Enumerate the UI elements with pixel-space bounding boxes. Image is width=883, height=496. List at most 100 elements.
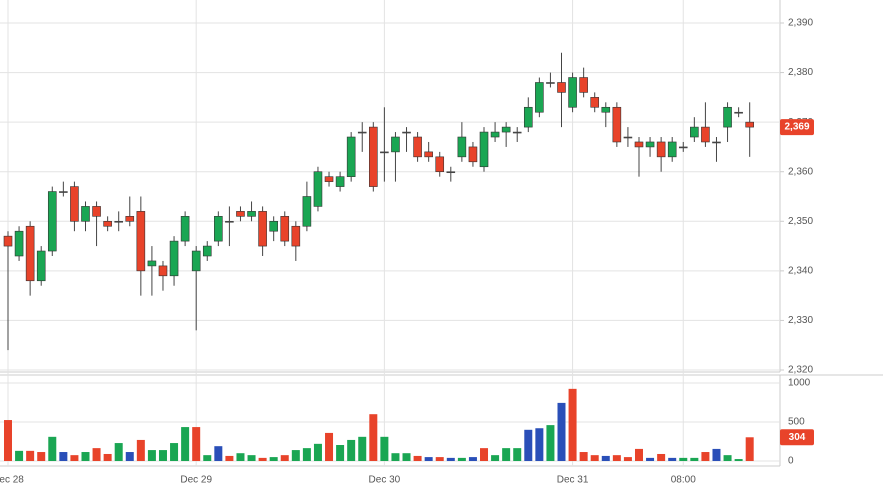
- volume-bar: [280, 455, 289, 461]
- volume-bar: [557, 402, 566, 461]
- candle-body: [391, 136, 400, 153]
- volume-bar: [192, 427, 201, 461]
- candle-body: [81, 206, 90, 222]
- volume-bar: [214, 446, 223, 461]
- volume-bar: [15, 450, 24, 461]
- volume-bar: [446, 457, 455, 461]
- candle-body: [191, 250, 201, 272]
- volume-bar: [424, 457, 433, 461]
- candle-body: [247, 211, 256, 217]
- candle-body: [402, 131, 411, 134]
- candle-body: [512, 131, 522, 134]
- last-price-badge: [780, 119, 814, 136]
- candle-body: [136, 211, 146, 272]
- candle-body: [745, 121, 754, 128]
- candle-body: [180, 216, 190, 242]
- x-tick-label: Dec 30: [369, 475, 401, 486]
- candle-body: [612, 106, 622, 143]
- candle-body: [302, 196, 312, 227]
- volume-bar: [457, 457, 466, 461]
- y-tick-label: 2,380: [788, 67, 813, 78]
- x-tick-label: Dec 28: [0, 475, 24, 486]
- volume-bar: [513, 448, 522, 461]
- candle-body: [535, 82, 544, 113]
- volume-bar: [136, 439, 145, 461]
- volume-bar: [181, 427, 190, 461]
- candle-body: [457, 136, 467, 158]
- volume-bar: [369, 414, 378, 461]
- candle-body: [468, 146, 478, 163]
- x-tick-label: Dec 29: [180, 475, 212, 486]
- volume-bar: [247, 455, 256, 461]
- volume-bar: [269, 457, 278, 461]
- candle-body: [70, 186, 79, 222]
- volume-bar: [92, 448, 101, 461]
- volume-bar: [491, 455, 500, 461]
- candle-body: [667, 141, 677, 158]
- y-tick-label: 0: [788, 456, 794, 467]
- candle-body: [712, 141, 721, 144]
- volume-bar: [712, 448, 721, 461]
- x-tick-label: Dec 31: [557, 475, 589, 486]
- volume-bar: [125, 452, 134, 461]
- volume-bar: [325, 432, 334, 461]
- volume-bar: [4, 420, 12, 461]
- y-tick-label: 2,360: [788, 166, 813, 177]
- candle-body: [501, 126, 511, 133]
- volume-bar: [48, 436, 57, 461]
- volume-bar: [413, 455, 422, 461]
- candle-body: [734, 111, 743, 114]
- candle-body: [103, 220, 112, 227]
- candle-body: [236, 211, 245, 217]
- volume-bar: [480, 448, 489, 461]
- candle-body: [446, 171, 456, 174]
- candle-body: [435, 156, 445, 173]
- candle-body: [557, 82, 566, 93]
- candle-body: [147, 260, 157, 267]
- volume-bar: [70, 455, 79, 461]
- volume-bar: [336, 445, 345, 461]
- volume-bar: [37, 452, 46, 461]
- volume-bar: [114, 443, 123, 461]
- candle-body: [413, 136, 422, 158]
- volume-bar: [646, 457, 655, 461]
- candle-body: [335, 176, 345, 187]
- volume-bar: [258, 457, 267, 461]
- candle-body: [634, 141, 644, 148]
- volume-bar: [59, 452, 68, 461]
- last-volume-label: 304: [789, 432, 806, 443]
- volume-bar: [291, 450, 300, 461]
- candle-body: [214, 216, 223, 242]
- volume-bar: [612, 455, 621, 461]
- candle-body: [645, 141, 655, 148]
- volume-bar: [26, 450, 35, 461]
- candle-body: [202, 245, 212, 257]
- candle-body: [3, 235, 13, 247]
- volume-bar: [701, 452, 710, 461]
- candle-body: [225, 220, 234, 223]
- candle-body: [92, 206, 101, 217]
- candle-body: [424, 151, 433, 158]
- volume-bar: [679, 457, 688, 461]
- volume-bar: [734, 459, 743, 461]
- candle-body: [490, 131, 500, 138]
- candle-body: [678, 146, 688, 149]
- volume-bar: [158, 450, 167, 461]
- volume-bar: [147, 450, 156, 461]
- volume-bar: [347, 439, 356, 461]
- volume-bar: [623, 457, 632, 461]
- volume-bar: [590, 455, 599, 461]
- candle-body: [258, 211, 267, 247]
- candle-body: [546, 82, 555, 84]
- candle-body: [291, 225, 301, 247]
- volume-bar: [203, 455, 212, 461]
- candle-body: [369, 126, 378, 187]
- x-tick-label: 08:00: [671, 475, 696, 486]
- volume-bar: [502, 448, 511, 461]
- candle-body: [690, 126, 699, 138]
- volume-bar: [601, 455, 610, 461]
- candle-body: [169, 240, 179, 277]
- candle-body: [158, 265, 168, 277]
- candle-body: [601, 106, 611, 113]
